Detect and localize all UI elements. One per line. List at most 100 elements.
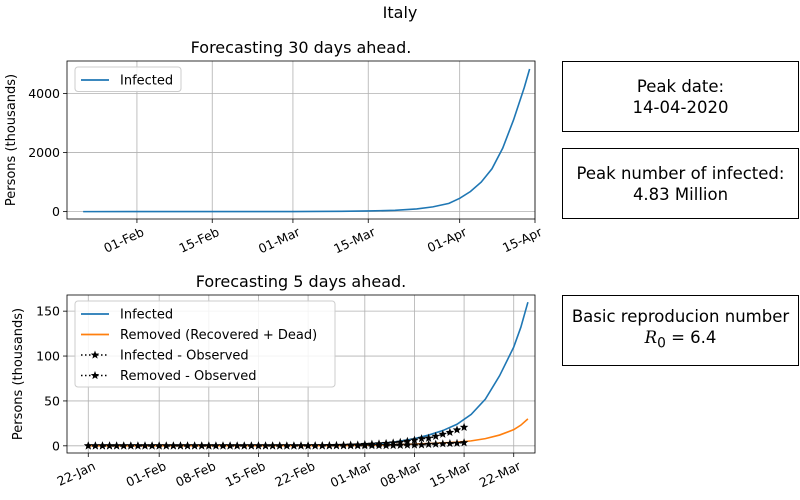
- data-point-removed-observed: [289, 441, 299, 450]
- data-point-removed-observed: [367, 441, 377, 450]
- data-point-removed-observed: [254, 441, 263, 450]
- data-point-infected-observed: [417, 434, 426, 443]
- x-tick-label: 22-Mar: [477, 458, 524, 491]
- x-tick-label: 15-Mar: [331, 224, 378, 257]
- data-point-removed-observed: [360, 441, 370, 450]
- plot-area: [83, 68, 531, 213]
- data-point-infected-observed: [424, 433, 433, 442]
- data-point-removed-observed: [410, 440, 419, 449]
- peak-infected-label: Peak number of infected:: [576, 163, 785, 183]
- x-tick-label: 01-Mar: [328, 458, 375, 491]
- data-point-removed-observed: [282, 441, 292, 450]
- x-tick-label: 01-Feb: [101, 224, 146, 256]
- data-point-removed-observed: [395, 440, 405, 449]
- x-tick-label: 15-Mar: [427, 458, 474, 491]
- r0-value: = 6.4: [671, 328, 717, 348]
- data-point-removed-observed: [147, 441, 157, 450]
- data-point-removed-observed: [303, 441, 313, 450]
- data-point-removed-observed: [268, 441, 277, 450]
- data-point-removed-observed: [317, 441, 327, 450]
- y-tick-label: 100: [36, 349, 60, 364]
- x-tick-label: 01-Feb: [124, 458, 169, 490]
- chart-legend: Infected Removed (Recovered + Dead) Infect…: [74, 300, 336, 388]
- data-point-removed-observed: [325, 441, 334, 450]
- legend-box: [74, 300, 336, 388]
- data-point-infected-observed: [445, 427, 455, 437]
- data-point-removed-observed: [154, 441, 164, 450]
- peak-date-value: 14-04-2020: [632, 97, 729, 117]
- peak-infected-value: 4.83 Million: [632, 184, 729, 204]
- y-axis-label: Persons (thousands): [11, 308, 26, 440]
- x-tick-label: 01-Mar: [256, 224, 303, 257]
- data-point-removed-observed: [98, 441, 107, 450]
- data-point-removed-observed: [190, 441, 199, 450]
- x-tick-label: 01-Apr: [425, 224, 470, 256]
- legend-box: [74, 66, 182, 92]
- x-tick-label: 08-Feb: [173, 458, 218, 490]
- y-tick-label: 50: [44, 393, 60, 408]
- y-tick-label: 2000: [28, 145, 60, 160]
- data-point-removed-observed: [417, 440, 426, 449]
- data-point-removed-observed: [211, 441, 221, 450]
- data-point-removed-observed: [261, 441, 270, 450]
- data-point-removed-observed: [105, 441, 114, 450]
- data-point-removed-observed: [424, 439, 433, 448]
- y-tick-label: 0: [52, 204, 60, 219]
- figure-suptitle: Italy: [382, 3, 418, 22]
- data-point-removed-observed: [459, 438, 469, 447]
- data-point-removed-observed: [296, 441, 306, 450]
- legend-label-infected-observed: Infected - Observed: [120, 349, 249, 364]
- data-point-removed-observed: [431, 439, 441, 448]
- data-point-removed-observed: [83, 441, 93, 450]
- legend-label-infected: Infected: [120, 74, 173, 89]
- y-axis-label: Persons (thousands): [4, 74, 19, 206]
- chart-panel-2: Forecasting 5 days ahead. Persons (thousa…: [11, 272, 536, 491]
- data-point-removed-observed: [204, 441, 214, 450]
- legend-marker-infected-observed: [90, 350, 100, 359]
- r0-box: Basic reproducion number R0 = 6.4: [562, 295, 799, 366]
- legend-label-infected: Infected: [120, 308, 173, 323]
- axes-frame: [66, 60, 536, 220]
- legend-label-removed-recovered-dead: Removed (Recovered + Dead): [120, 328, 317, 343]
- data-point-removed-observed: [140, 441, 150, 450]
- data-point-removed-observed: [247, 441, 256, 450]
- data-point-removed-observed: [161, 441, 171, 450]
- data-point-removed-observed: [176, 441, 185, 450]
- x-tick-label: 15-Feb: [177, 224, 222, 256]
- r0-symbol: R: [644, 328, 658, 348]
- chart-legend: Infected: [74, 66, 182, 92]
- data-point-infected-observed: [410, 435, 419, 444]
- peak-date-box: Peak date: 14-04-2020: [562, 61, 799, 132]
- data-point-removed-observed: [126, 441, 136, 450]
- data-point-removed-observed: [183, 441, 192, 450]
- plot-area: [83, 301, 529, 450]
- peak-date-label: Peak date:: [636, 76, 725, 96]
- data-point-infected-observed: [459, 422, 469, 431]
- x-tick-label: 22-Jan: [55, 458, 98, 489]
- data-point-removed-observed: [381, 441, 391, 450]
- y-tick-label: 0: [52, 438, 60, 453]
- chart-panel-1: Forecasting 30 days ahead. Persons (thous…: [4, 38, 545, 256]
- data-point-removed-observed: [310, 441, 320, 450]
- legend-label-removed-observed: Removed - Observed: [120, 369, 257, 384]
- chart-title: Forecasting 30 days ahead.: [191, 38, 412, 57]
- data-point-removed-observed: [339, 441, 348, 450]
- y-tick-label: 150: [36, 304, 60, 319]
- peak-infected-box: Peak number of infected: 4.83 Million: [562, 148, 799, 219]
- r0-label: Basic reproducion number: [571, 307, 790, 327]
- series-line-infected: [83, 68, 531, 213]
- data-point-removed-observed: [239, 441, 249, 450]
- r0-subscript: 0: [657, 335, 666, 352]
- data-point-removed-observed: [197, 441, 207, 450]
- legend-marker-removed-observed: [90, 371, 100, 380]
- data-point-removed-observed: [218, 441, 228, 450]
- data-point-removed-observed: [353, 441, 363, 450]
- data-point-infected-observed: [452, 425, 462, 434]
- data-point-removed-observed: [374, 441, 384, 450]
- data-point-removed-observed: [133, 441, 143, 450]
- data-point-removed-observed: [452, 438, 462, 447]
- data-point-removed-observed: [119, 441, 129, 450]
- data-point-infected-observed: [438, 429, 448, 438]
- chart-title: Forecasting 5 days ahead.: [196, 272, 406, 291]
- r0-formula: R0 = 6.4: [645, 327, 717, 354]
